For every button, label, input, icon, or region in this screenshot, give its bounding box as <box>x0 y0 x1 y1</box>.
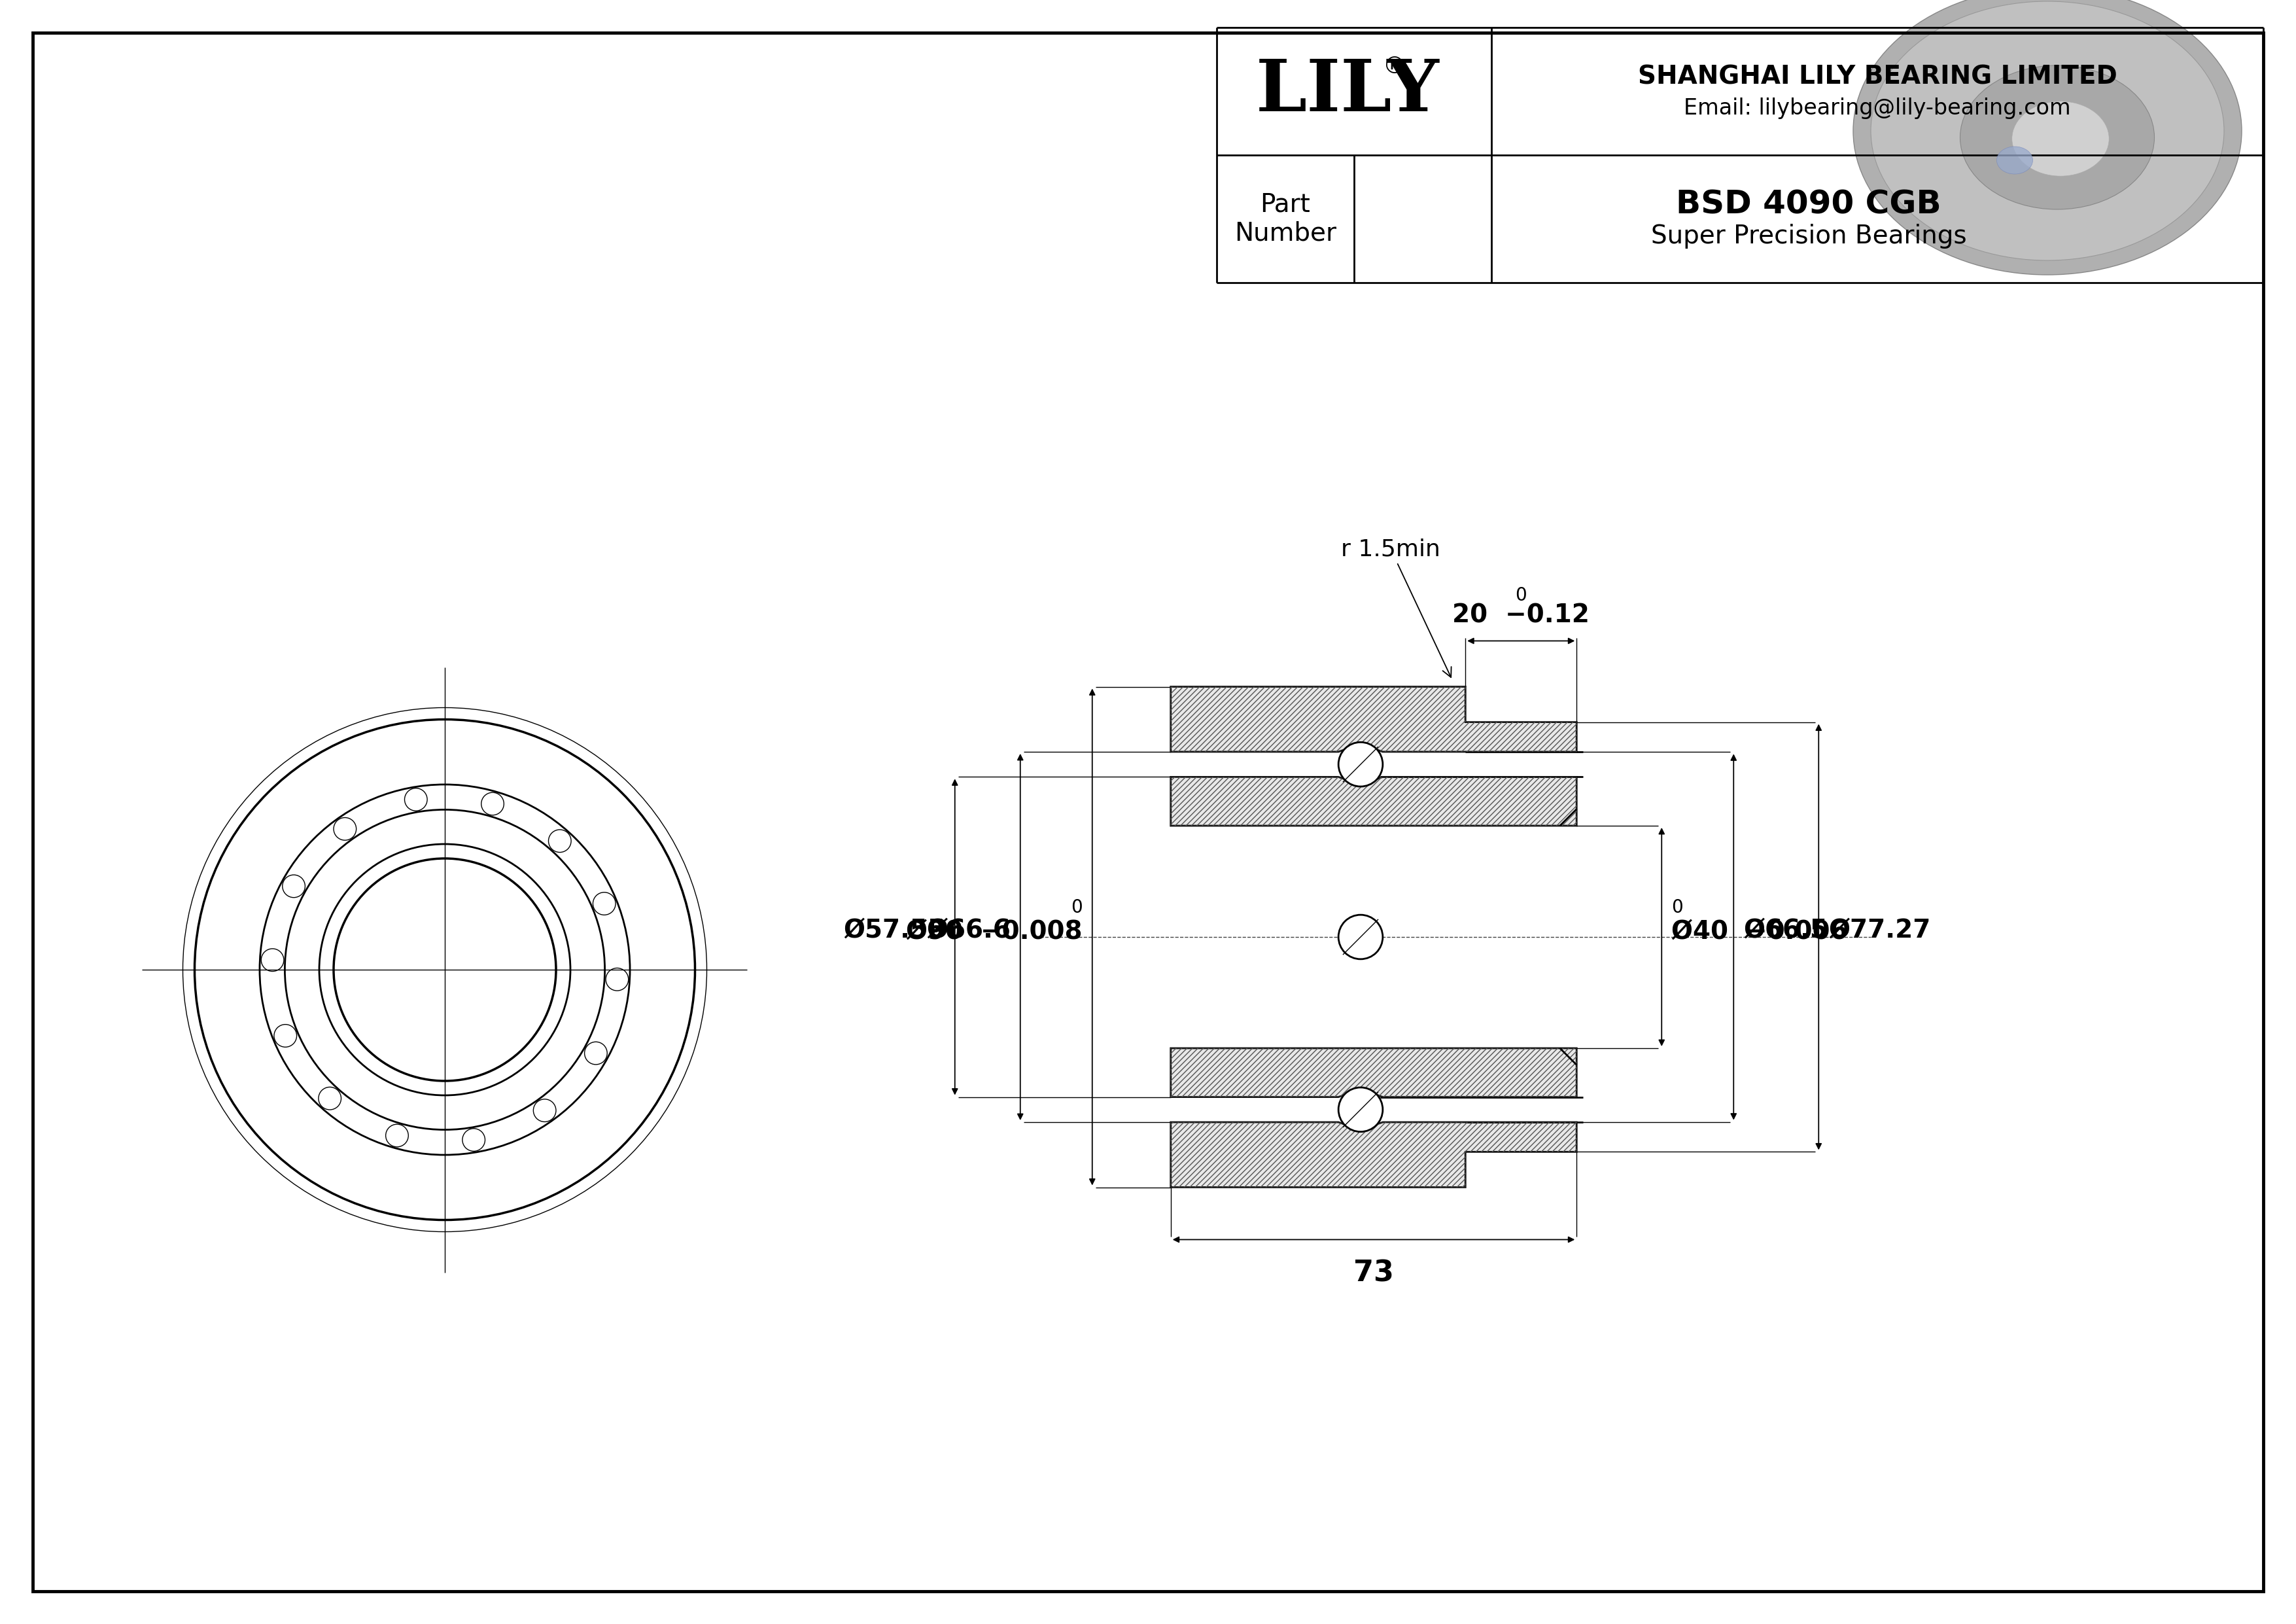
Text: 0: 0 <box>1070 898 1081 916</box>
Circle shape <box>1339 1088 1382 1132</box>
Text: Super Precision Bearings: Super Precision Bearings <box>1651 224 1965 248</box>
Text: Email: lilybearing@lily-bearing.com: Email: lilybearing@lily-bearing.com <box>1683 97 2071 119</box>
Text: 20  −0.12: 20 −0.12 <box>1453 603 1589 628</box>
Polygon shape <box>1171 1122 1577 1187</box>
Ellipse shape <box>1961 65 2154 209</box>
Ellipse shape <box>1998 146 2032 174</box>
Circle shape <box>1339 742 1382 786</box>
Text: Ø40  −0.006: Ø40 −0.006 <box>1671 919 1848 944</box>
Text: LILY: LILY <box>1256 57 1440 127</box>
Text: r 1.5min: r 1.5min <box>1341 538 1451 677</box>
Text: Ø66.5: Ø66.5 <box>1743 918 1828 944</box>
Polygon shape <box>1171 687 1577 752</box>
Text: SHANGHAI LILY BEARING LIMITED: SHANGHAI LILY BEARING LIMITED <box>1637 65 2117 89</box>
Text: ®: ® <box>1382 55 1407 78</box>
Ellipse shape <box>1853 0 2241 274</box>
Ellipse shape <box>1871 2 2225 260</box>
Text: Part
Number: Part Number <box>1235 192 1336 245</box>
Text: BSD 4090 CGB: BSD 4090 CGB <box>1676 188 1942 221</box>
Text: Ø77.27: Ø77.27 <box>1828 918 1931 944</box>
Polygon shape <box>1171 776 1577 825</box>
Text: 0: 0 <box>1515 586 1527 604</box>
Polygon shape <box>1171 1047 1577 1096</box>
Text: Ø57.55: Ø57.55 <box>843 918 946 944</box>
Circle shape <box>1339 914 1382 960</box>
Text: 0: 0 <box>1671 898 1683 916</box>
Text: 73: 73 <box>1352 1259 1394 1288</box>
Ellipse shape <box>2011 101 2110 175</box>
Text: Ø66.6: Ø66.6 <box>925 918 1010 944</box>
Text: Ø90  −0.008: Ø90 −0.008 <box>907 919 1081 944</box>
